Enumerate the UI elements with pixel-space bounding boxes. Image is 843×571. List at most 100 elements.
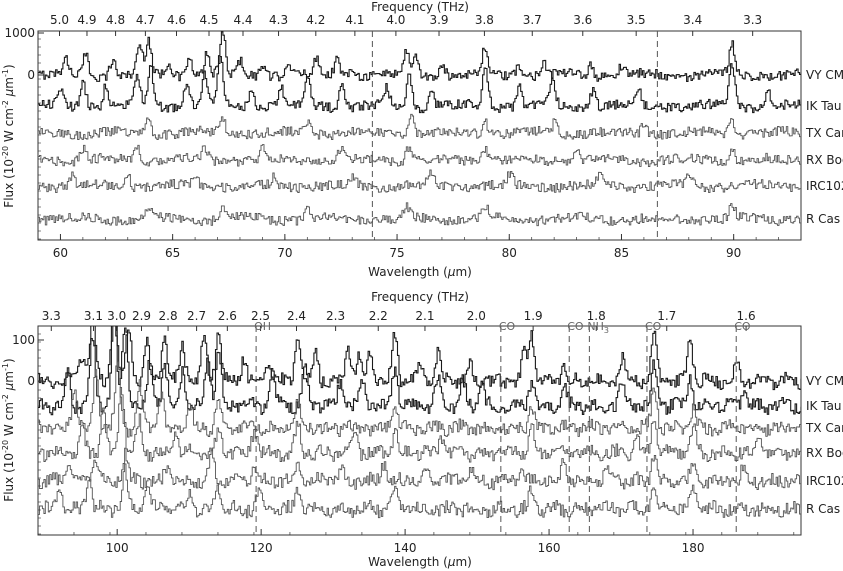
- series-label: IRC10216: [806, 474, 843, 488]
- spectrum-line: [38, 386, 801, 463]
- freq-tick-label: 2.6: [218, 309, 237, 323]
- bottom-spectra: [38, 326, 801, 519]
- freq-tick-label: 2.4: [287, 309, 306, 323]
- series-label: IRC10216: [806, 179, 843, 193]
- spectrum-line: [38, 447, 801, 491]
- bottom-plot-frame: [37, 325, 802, 536]
- top-frequency-axis: 5.0 4.9 4.8 4.7 4.6 4.5 4.4 4.3 4.2 4.1 4.0 3.9 3.8 3…: [50, 13, 762, 36]
- x-tick-label: 80: [502, 246, 517, 260]
- x-tick-label: 160: [538, 541, 561, 555]
- y-tick-label: 0: [27, 374, 35, 388]
- line-identification-label: NH3: [587, 320, 609, 335]
- series-label: VY CMa: [806, 374, 843, 388]
- x-tick-label: 70: [277, 246, 292, 260]
- spectrum-line: [38, 169, 801, 194]
- spectrum-line: [38, 326, 801, 416]
- bottom-y-axis-title: Flux (10-20 W cm-2 μm-1): [1, 358, 16, 501]
- freq-tick-label: 4.1: [345, 13, 364, 27]
- x-tick-label: 180: [682, 541, 705, 555]
- top-frequency-title: Frequency (THz): [371, 0, 469, 14]
- x-tick-label: 120: [250, 541, 273, 555]
- freq-tick-label: 4.3: [269, 13, 288, 27]
- freq-tick-label: 4.6: [167, 13, 186, 27]
- freq-tick-label: 3.0: [107, 309, 126, 323]
- series-label: VY CMa: [806, 68, 843, 82]
- freq-tick-label: 5.0: [50, 13, 69, 27]
- x-tick-label: 140: [394, 541, 417, 555]
- line-identification-label: OH: [254, 320, 271, 333]
- top-x-axis-title: Wavelength (μm): [368, 265, 472, 279]
- y-tick-label: 1000: [4, 26, 35, 40]
- line-identification-label: CO: [645, 320, 662, 333]
- line-identification-label: CO: [567, 320, 584, 333]
- spectrum-line: [38, 113, 801, 140]
- spectrum-line: [38, 463, 801, 519]
- freq-tick-label: 1.8: [587, 309, 606, 323]
- line-identification-label: CO: [734, 320, 751, 333]
- top-spectra: [38, 31, 801, 227]
- freq-tick-label: 2.3: [326, 309, 345, 323]
- freq-tick-label: 3.3: [743, 13, 762, 27]
- series-label: RX Boo: [806, 446, 843, 460]
- line-identification-label: CO: [499, 320, 516, 333]
- x-tick-label: 85: [614, 246, 629, 260]
- top-star-labels: VY CMa IK Tau TX Cam RX Boo IRC10216 R Cas: [805, 68, 843, 226]
- freq-tick-label: 4.8: [106, 13, 125, 27]
- bottom-x-axis-title: Wavelength (μm): [368, 555, 472, 569]
- top-x-axis: 60 65 70 75 80 85 90: [37, 234, 802, 260]
- series-label: R Cas: [806, 502, 840, 516]
- bottom-dashed-lines: OH CO CO NH3 CO CO: [254, 320, 751, 535]
- freq-tick-label: 3.5: [627, 13, 646, 27]
- bottom-frequency-title: Frequency (THz): [371, 290, 469, 304]
- bottom-panel: Frequency (THz) 3.3 3.1 3.0 2.9 2.8 2.7 2.6 2.5…: [1, 290, 843, 569]
- freq-tick-label: 2.0: [467, 309, 486, 323]
- series-label: IK Tau: [806, 399, 842, 413]
- freq-tick-label: 2.2: [369, 309, 388, 323]
- freq-tick-label: 2.5: [251, 309, 270, 323]
- freq-tick-label: 1.6: [737, 309, 756, 323]
- series-label: TX Cam: [805, 421, 843, 435]
- y-tick-label: 100: [12, 333, 35, 347]
- spectrum-line: [38, 56, 801, 114]
- spectrum-line: [38, 202, 801, 227]
- freq-tick-label: 3.8: [475, 13, 494, 27]
- freq-tick-label: 3.9: [429, 13, 448, 27]
- top-y-axis-title: Flux (10-20 W cm-2 μm-1): [1, 64, 16, 207]
- x-tick-label: 100: [106, 541, 129, 555]
- freq-tick-label: 3.7: [523, 13, 542, 27]
- series-label: IK Tau: [806, 99, 842, 113]
- spectrum-line: [38, 144, 801, 167]
- freq-tick-label: 1.9: [524, 309, 543, 323]
- series-label: RX Boo: [806, 153, 843, 167]
- top-panel: Frequency (THz) 5.0 4.9 4.8 4.7 4.6 4.5 4.4 4.3…: [1, 0, 843, 279]
- freq-tick-label: 2.7: [187, 309, 206, 323]
- x-tick-label: 60: [53, 246, 68, 260]
- series-label: TX Cam: [805, 126, 843, 140]
- x-tick-label: 65: [165, 246, 180, 260]
- y-tick-label: 0: [27, 68, 35, 82]
- freq-tick-label: 4.9: [77, 13, 96, 27]
- bottom-star-labels: VY CMa IK Tau TX Cam RX Boo IRC10216 R Cas: [805, 374, 843, 516]
- freq-tick-label: 2.8: [159, 309, 178, 323]
- series-label: R Cas: [806, 212, 840, 226]
- top-y-axis: 1000 0: [4, 26, 44, 240]
- freq-tick-label: 4.2: [306, 13, 325, 27]
- freq-tick-label: 4.4: [233, 13, 252, 27]
- freq-tick-label: 4.5: [199, 13, 218, 27]
- top-dashed-lines: [371, 31, 658, 240]
- freq-tick-label: 4.7: [136, 13, 155, 27]
- freq-tick-label: 2.1: [415, 309, 434, 323]
- spectrum-line: [38, 31, 801, 82]
- bottom-y-axis: 100 0: [12, 333, 44, 535]
- freq-tick-label: 3.3: [42, 309, 61, 323]
- x-tick-label: 75: [389, 246, 404, 260]
- freq-tick-label: 4.0: [386, 13, 405, 27]
- freq-tick-label: 3.4: [683, 13, 702, 27]
- bottom-frequency-axis: 3.3 3.1 3.0 2.9 2.8 2.7 2.6 2.5 2.4 2.3 2.2 2.1 2.0 1…: [42, 309, 756, 331]
- spectrum-line: [38, 361, 801, 438]
- bottom-x-axis: 100 120 140 160 180: [37, 529, 795, 555]
- freq-tick-label: 1.7: [657, 309, 676, 323]
- spectrum-line: [38, 326, 801, 391]
- freq-tick-label: 2.9: [132, 309, 151, 323]
